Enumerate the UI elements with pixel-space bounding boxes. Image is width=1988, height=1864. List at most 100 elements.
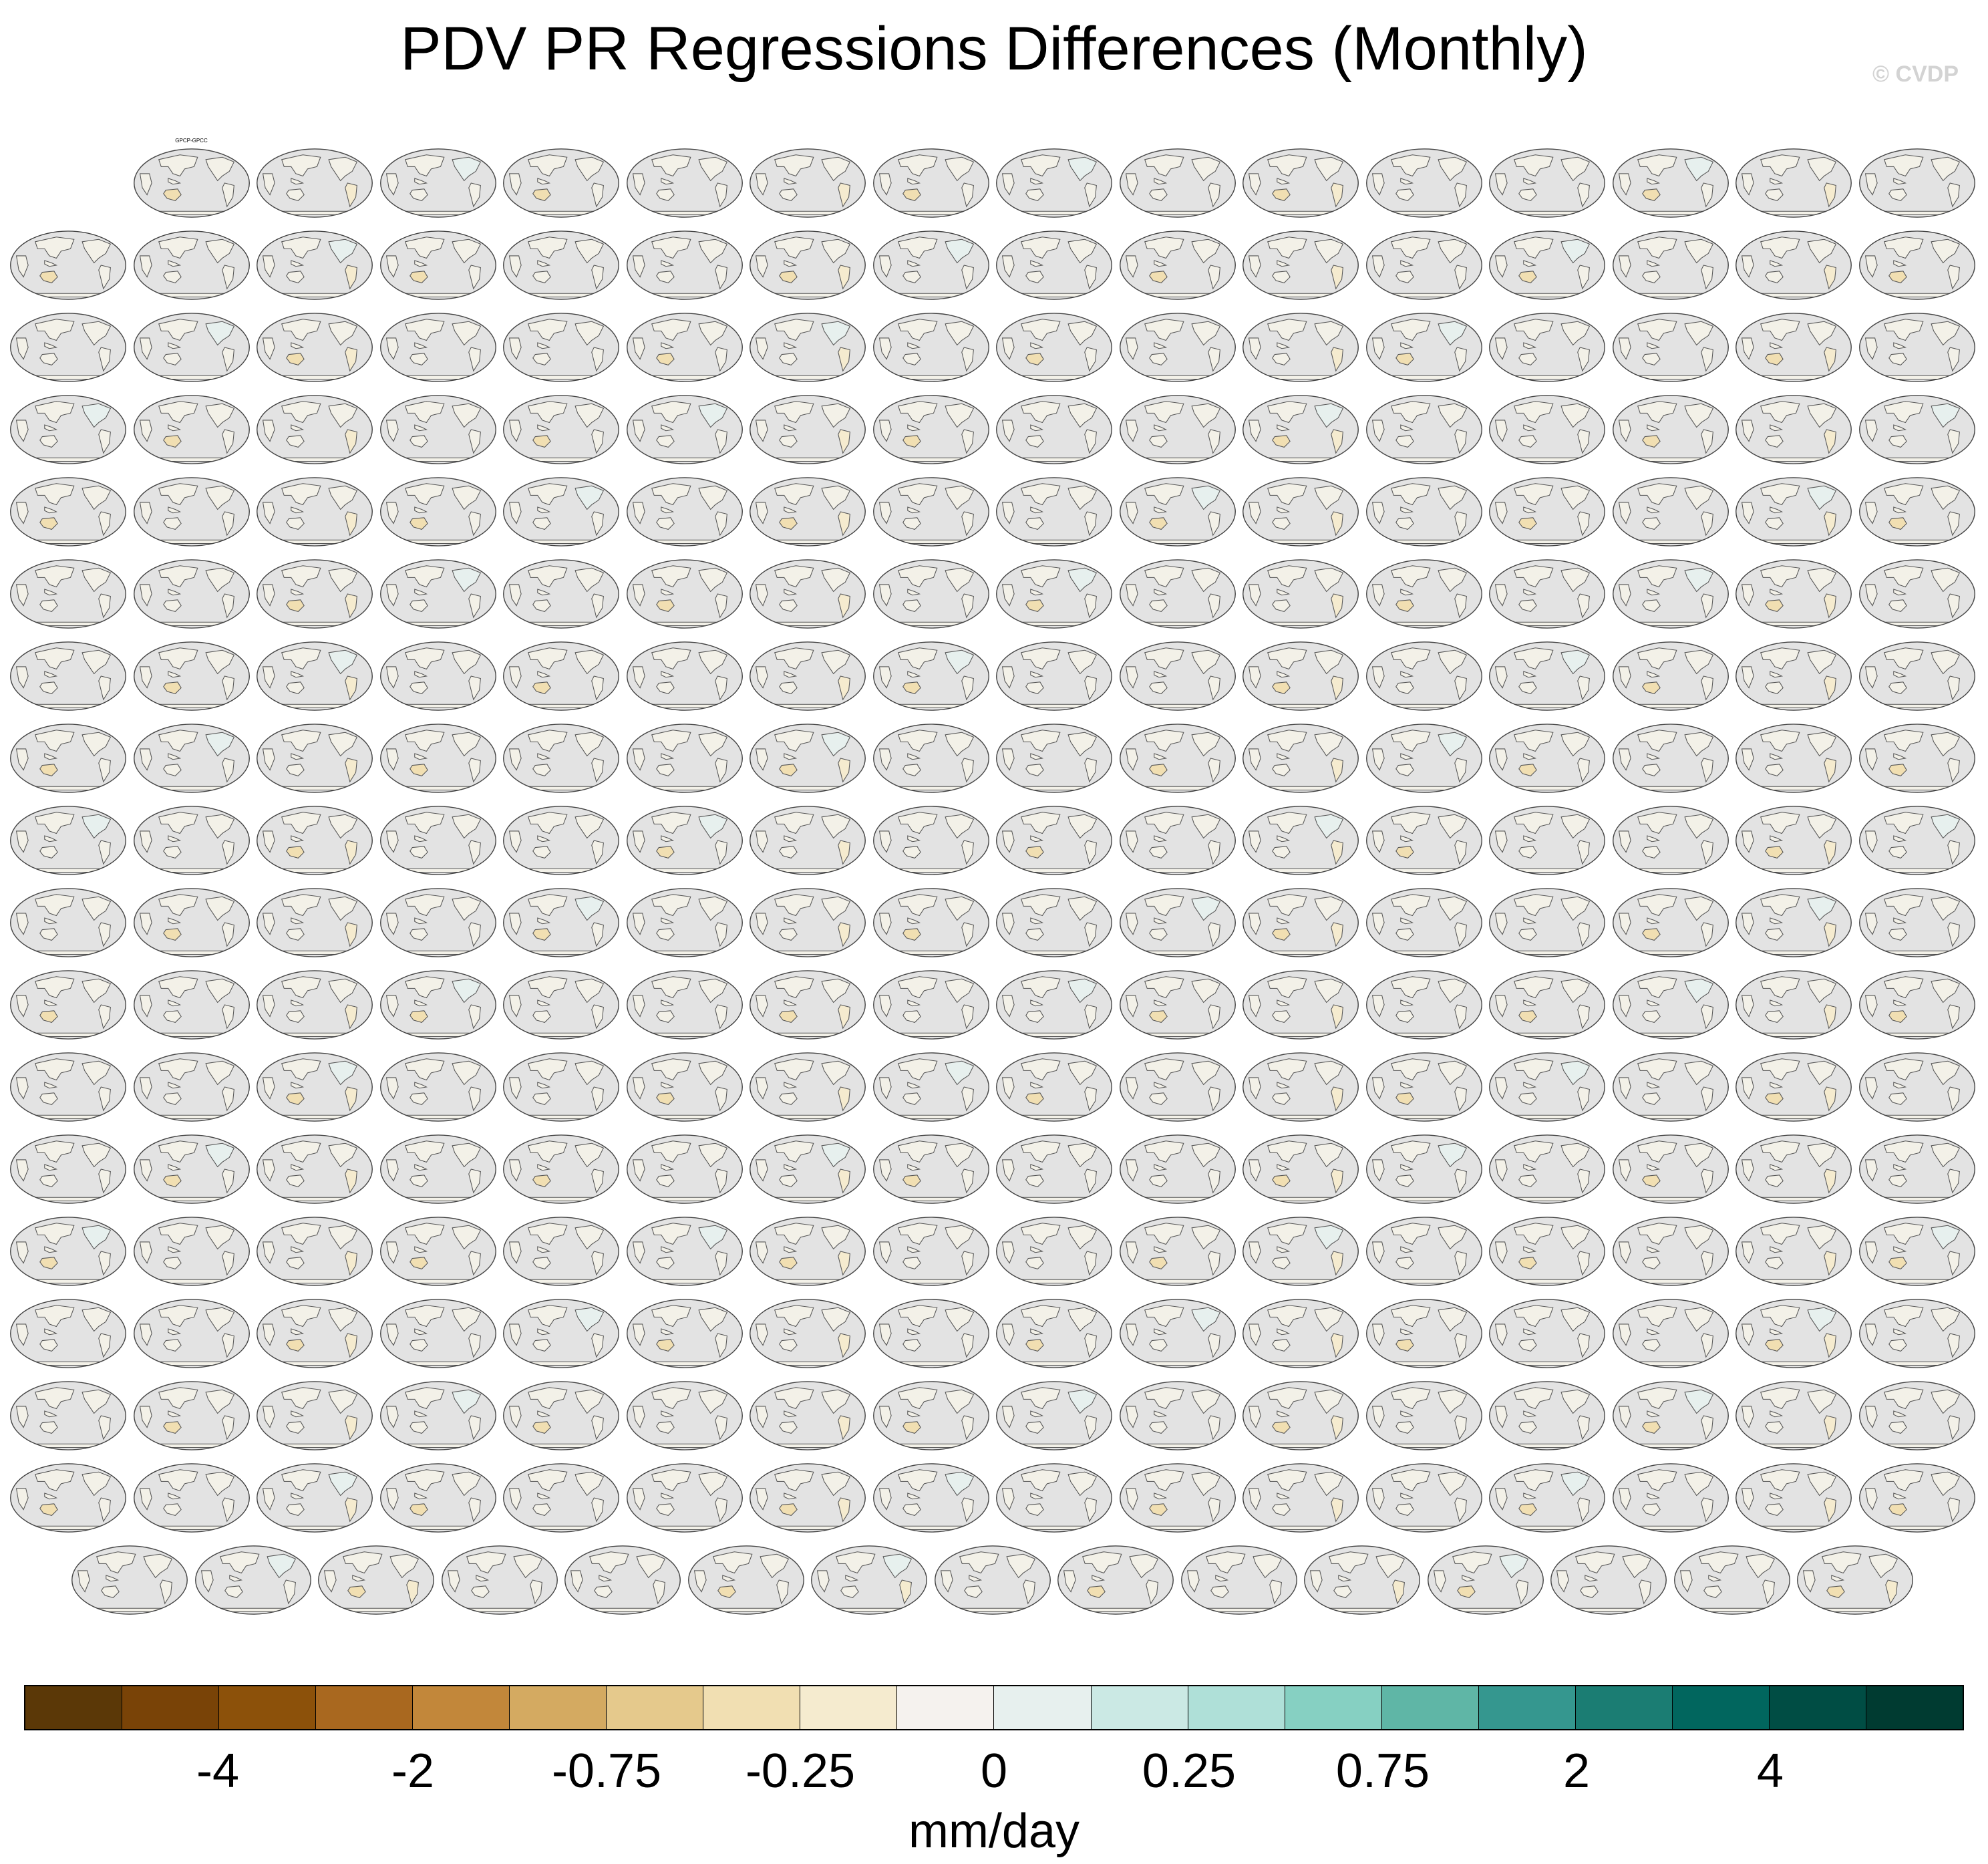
map-panel bbox=[9, 877, 127, 961]
continent-shape bbox=[1892, 1493, 1907, 1500]
globe-outline bbox=[1858, 806, 1975, 875]
continent-shape bbox=[404, 483, 445, 506]
continent-shape bbox=[1148, 271, 1168, 283]
continent-shape bbox=[35, 1058, 75, 1081]
continent-shape bbox=[1683, 1060, 1713, 1086]
continent-shape bbox=[1025, 1010, 1044, 1023]
map-globe bbox=[1489, 559, 1605, 629]
map-panel bbox=[1365, 1288, 1483, 1372]
continent-shape bbox=[1883, 647, 1924, 670]
globe-outline bbox=[257, 806, 373, 875]
continent-shape bbox=[1807, 732, 1837, 757]
map-globe bbox=[872, 970, 989, 1040]
globe-outline bbox=[1489, 1217, 1605, 1286]
map-globe bbox=[10, 888, 126, 957]
continent-shape bbox=[1001, 1159, 1015, 1182]
map-panel bbox=[1303, 1535, 1421, 1619]
globe-outline bbox=[1858, 395, 1975, 464]
map-globe bbox=[1735, 1052, 1852, 1122]
continent-shape bbox=[291, 835, 305, 842]
map-globe bbox=[1119, 313, 1236, 382]
map-panel bbox=[1735, 302, 1852, 386]
continent-shape bbox=[944, 1060, 974, 1086]
continent-shape bbox=[468, 840, 481, 865]
continent-shape bbox=[1700, 922, 1713, 947]
map-panel bbox=[1242, 631, 1359, 715]
continent-shape bbox=[655, 271, 675, 283]
continent-shape bbox=[1399, 1328, 1414, 1336]
map-panel bbox=[133, 1370, 251, 1454]
continent-shape bbox=[404, 1223, 445, 1245]
globe-outline bbox=[872, 1299, 989, 1368]
continent-shape bbox=[651, 401, 691, 424]
continent-shape bbox=[1338, 1575, 1352, 1582]
continent-shape bbox=[291, 506, 305, 514]
globe-outline bbox=[564, 1545, 681, 1615]
continent-shape bbox=[632, 337, 645, 360]
continent-shape bbox=[1331, 1497, 1343, 1523]
continent-shape bbox=[961, 1251, 974, 1276]
map-globe bbox=[750, 641, 866, 711]
map-panel bbox=[379, 631, 497, 715]
continent-shape bbox=[1207, 1086, 1220, 1112]
continent-shape bbox=[1947, 1004, 1960, 1030]
map-panel bbox=[1242, 795, 1359, 879]
continent-shape bbox=[902, 599, 921, 612]
continent-shape bbox=[1883, 1387, 1924, 1410]
continent-shape bbox=[158, 319, 198, 341]
continent-shape bbox=[528, 483, 568, 506]
globe-outline bbox=[257, 1134, 373, 1204]
colorbar-box bbox=[994, 1686, 1092, 1729]
continent-shape bbox=[574, 485, 605, 510]
continent-shape bbox=[1462, 1575, 1475, 1582]
colorbar-box bbox=[510, 1686, 607, 1729]
map-globe bbox=[750, 559, 866, 629]
continent-shape bbox=[1272, 681, 1291, 694]
continent-shape bbox=[162, 1503, 182, 1516]
continent-shape bbox=[158, 1223, 198, 1245]
colorbar-box bbox=[1381, 1686, 1479, 1729]
continent-shape bbox=[451, 1471, 481, 1497]
continent-shape bbox=[1190, 978, 1220, 1003]
continent-shape bbox=[1760, 976, 1800, 999]
continent-shape bbox=[784, 1493, 798, 1500]
continent-shape bbox=[1824, 1333, 1836, 1358]
continent-shape bbox=[1803, 1570, 1816, 1593]
globe-outline bbox=[1858, 1217, 1975, 1286]
continent-shape bbox=[508, 1077, 522, 1100]
continent-shape bbox=[697, 814, 727, 839]
continent-shape bbox=[591, 758, 604, 783]
continent-shape bbox=[286, 928, 305, 941]
continent-shape bbox=[906, 917, 921, 925]
map-panel bbox=[872, 220, 990, 304]
continent-shape bbox=[1514, 154, 1554, 177]
map-globe bbox=[1612, 477, 1729, 547]
continent-shape bbox=[1399, 917, 1414, 925]
continent-shape bbox=[1637, 894, 1677, 917]
map-globe bbox=[1735, 641, 1852, 711]
continent-shape bbox=[1207, 1169, 1220, 1194]
map-panel bbox=[502, 138, 620, 222]
continent-shape bbox=[451, 1142, 481, 1168]
globe-outline bbox=[257, 641, 373, 711]
continent-shape bbox=[1148, 353, 1168, 365]
continent-shape bbox=[774, 1469, 814, 1492]
continent-shape bbox=[1125, 1324, 1138, 1346]
continent-shape bbox=[1618, 420, 1631, 442]
globe-outline bbox=[1365, 1463, 1482, 1533]
continent-shape bbox=[591, 1169, 604, 1194]
continent-shape bbox=[1514, 976, 1554, 999]
continent-shape bbox=[1746, 1553, 1775, 1579]
globe-outline bbox=[1365, 1217, 1482, 1286]
continent-shape bbox=[755, 1241, 768, 1264]
continent-shape bbox=[1207, 675, 1220, 701]
continent-shape bbox=[1030, 342, 1044, 349]
globe-outline bbox=[1242, 230, 1359, 300]
continent-shape bbox=[291, 999, 305, 1007]
continent-shape bbox=[1807, 1471, 1837, 1497]
continent-shape bbox=[528, 730, 568, 752]
continent-shape bbox=[1770, 835, 1784, 842]
continent-shape bbox=[1518, 928, 1537, 941]
map-panel bbox=[379, 877, 497, 961]
map-globe bbox=[750, 806, 866, 875]
